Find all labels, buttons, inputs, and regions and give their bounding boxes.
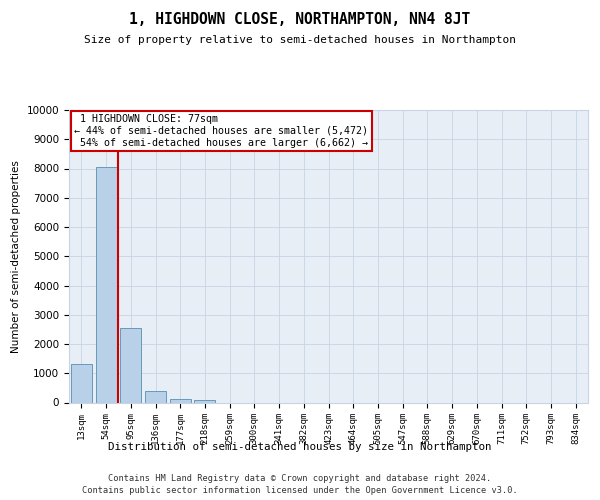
Bar [71,364,92,403]
Text: Contains public sector information licensed under the Open Government Licence v3: Contains public sector information licen… [82,486,518,495]
Text: Contains HM Land Registry data © Crown copyright and database right 2024.: Contains HM Land Registry data © Crown c… [109,474,491,483]
Bar [95,167,116,402]
Bar [145,391,166,402]
Bar [120,328,141,402]
Bar [194,400,215,402]
Y-axis label: Number of semi-detached properties: Number of semi-detached properties [11,160,21,352]
Text: Distribution of semi-detached houses by size in Northampton: Distribution of semi-detached houses by … [108,442,492,452]
Text: 1, HIGHDOWN CLOSE, NORTHAMPTON, NN4 8JT: 1, HIGHDOWN CLOSE, NORTHAMPTON, NN4 8JT [130,12,470,28]
Text: 1 HIGHDOWN CLOSE: 77sqm
← 44% of semi-detached houses are smaller (5,472)
 54% o: 1 HIGHDOWN CLOSE: 77sqm ← 44% of semi-de… [74,114,368,148]
Bar [170,398,191,402]
Text: Size of property relative to semi-detached houses in Northampton: Size of property relative to semi-detach… [84,35,516,45]
